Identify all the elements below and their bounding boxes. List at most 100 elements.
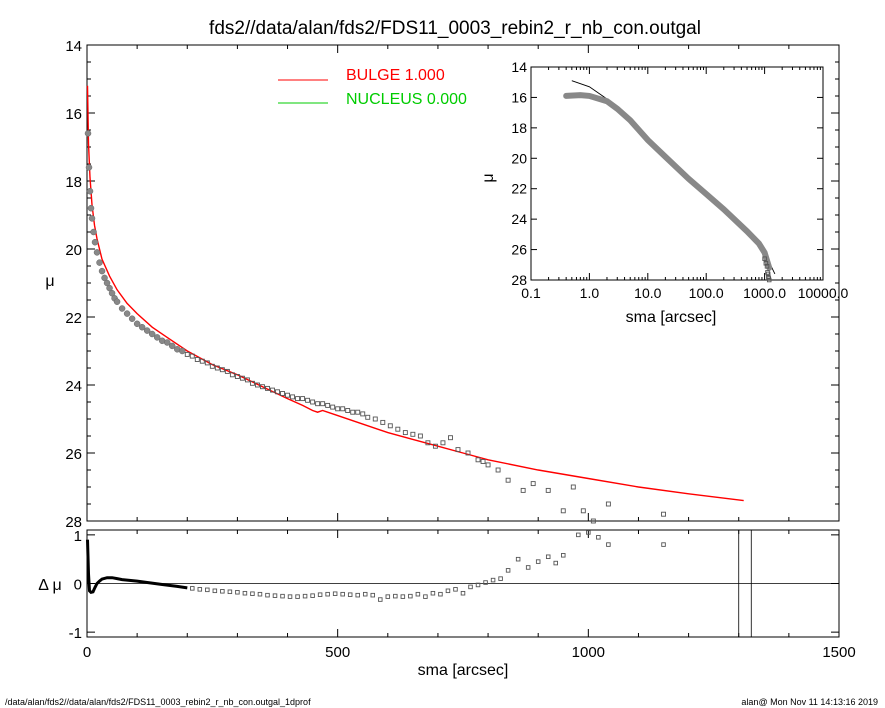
residual-point xyxy=(235,590,240,595)
inset-data-point xyxy=(766,277,772,283)
residual-panel: 10-1 0 500 1000 1500 Δ μ sma [arcsec] xyxy=(38,528,855,679)
main-profile-panel: 14 16 18 20 22 24 26 28 μ BULGE 1.000 NUCLEUS 0… xyxy=(45,38,840,531)
residual-point xyxy=(415,591,421,597)
data-point xyxy=(440,440,446,446)
data-point xyxy=(545,487,551,493)
residual-point xyxy=(505,568,511,573)
inset-x-axis-label: sma [arcsec] xyxy=(626,309,717,326)
inset-x-tick-label: 10.0 xyxy=(634,285,661,301)
residual-x-tick-label: 1000 xyxy=(572,644,605,661)
residual-point xyxy=(606,542,611,547)
residual-point xyxy=(310,593,315,598)
residual-point xyxy=(272,593,278,598)
residual-point xyxy=(468,584,473,590)
main-y-tick-label: 26 xyxy=(65,446,82,463)
residual-point xyxy=(576,532,581,538)
data-point xyxy=(560,508,566,514)
data-point xyxy=(310,399,316,405)
data-point xyxy=(168,342,176,350)
data-point xyxy=(325,402,331,408)
footer-timestamp: alan@ Mon Nov 11 14:13:16 2019 xyxy=(741,697,878,707)
main-y-tick-label: 14 xyxy=(65,38,82,55)
data-point xyxy=(330,404,336,410)
residual-point xyxy=(362,591,368,597)
residual-point xyxy=(661,542,666,547)
data-point xyxy=(260,384,265,390)
inset-x-tick-label: 1000.0 xyxy=(743,285,786,301)
data-point xyxy=(86,187,94,195)
data-point xyxy=(505,477,511,483)
data-point xyxy=(340,406,346,412)
inset-y-tick-label: 28 xyxy=(511,272,527,288)
residual-point xyxy=(370,592,376,598)
residual-point xyxy=(460,590,466,596)
data-point xyxy=(580,508,586,514)
data-point xyxy=(239,375,245,381)
data-point xyxy=(410,431,416,437)
main-x-ticks xyxy=(86,45,840,521)
data-point xyxy=(480,459,486,464)
data-point xyxy=(108,289,116,297)
legend-label-bulge: BULGE 1.000 xyxy=(346,67,445,84)
data-point xyxy=(270,387,275,393)
data-point xyxy=(280,391,285,396)
inset-plot-frame xyxy=(530,66,824,281)
data-point xyxy=(425,440,431,446)
residual-point xyxy=(347,592,353,597)
data-point xyxy=(372,416,378,422)
residual-point xyxy=(586,530,591,535)
residual-point xyxy=(561,553,566,558)
data-point xyxy=(485,462,491,468)
residual-point xyxy=(250,591,255,596)
residual-point xyxy=(385,594,391,599)
residual-point xyxy=(408,593,413,599)
inset-data-point xyxy=(764,264,770,269)
data-point xyxy=(138,323,146,331)
data-point xyxy=(118,305,126,312)
inset-data-point xyxy=(762,256,767,261)
data-point xyxy=(163,339,171,346)
data-point xyxy=(295,396,301,402)
inset-data-point xyxy=(765,271,771,277)
data-point xyxy=(335,406,341,412)
data-point xyxy=(432,443,438,449)
data-point xyxy=(106,284,113,292)
residual-point xyxy=(453,587,458,592)
data-point xyxy=(219,367,225,373)
data-point xyxy=(244,377,250,383)
residual-point xyxy=(197,587,203,592)
main-series-group xyxy=(84,85,744,524)
data-point xyxy=(87,204,95,212)
residual-point xyxy=(498,576,503,581)
data-point xyxy=(224,368,230,374)
data-point xyxy=(265,385,270,391)
data-point xyxy=(305,397,311,403)
residual-point xyxy=(378,597,383,602)
residual-point xyxy=(332,591,338,596)
residual-point xyxy=(596,535,601,540)
data-point xyxy=(123,310,131,317)
inset-y-axis-label: μ xyxy=(480,173,497,182)
data-point xyxy=(345,408,351,413)
inset-x-ticks: 0.1 1.0 10.0 100.0 1000.0 10000.0 xyxy=(521,67,849,301)
data-point xyxy=(88,215,96,222)
data-point xyxy=(148,330,156,338)
data-point xyxy=(605,501,611,507)
residual-y-tick-label: 1 xyxy=(74,528,82,545)
residual-point xyxy=(535,559,541,564)
residual-point xyxy=(280,593,285,599)
data-point xyxy=(179,347,186,355)
residual-point xyxy=(205,587,210,593)
inset-x-tick-label: 0.1 xyxy=(521,285,541,301)
data-point xyxy=(214,365,220,371)
data-point xyxy=(495,467,501,473)
inset-log-panel: 14 16 18 20 22 24 26 28 0.1 1.0 10.0 100.0 1000.0 10… xyxy=(480,59,849,326)
data-point xyxy=(255,382,260,388)
residual-y-ticks: 1 0 -1 xyxy=(69,528,839,642)
data-point xyxy=(465,450,471,456)
data-point xyxy=(101,274,108,282)
inset-y-tick-label: 14 xyxy=(511,59,527,75)
residual-point xyxy=(295,594,300,599)
main-y-tick-label: 20 xyxy=(65,242,82,259)
